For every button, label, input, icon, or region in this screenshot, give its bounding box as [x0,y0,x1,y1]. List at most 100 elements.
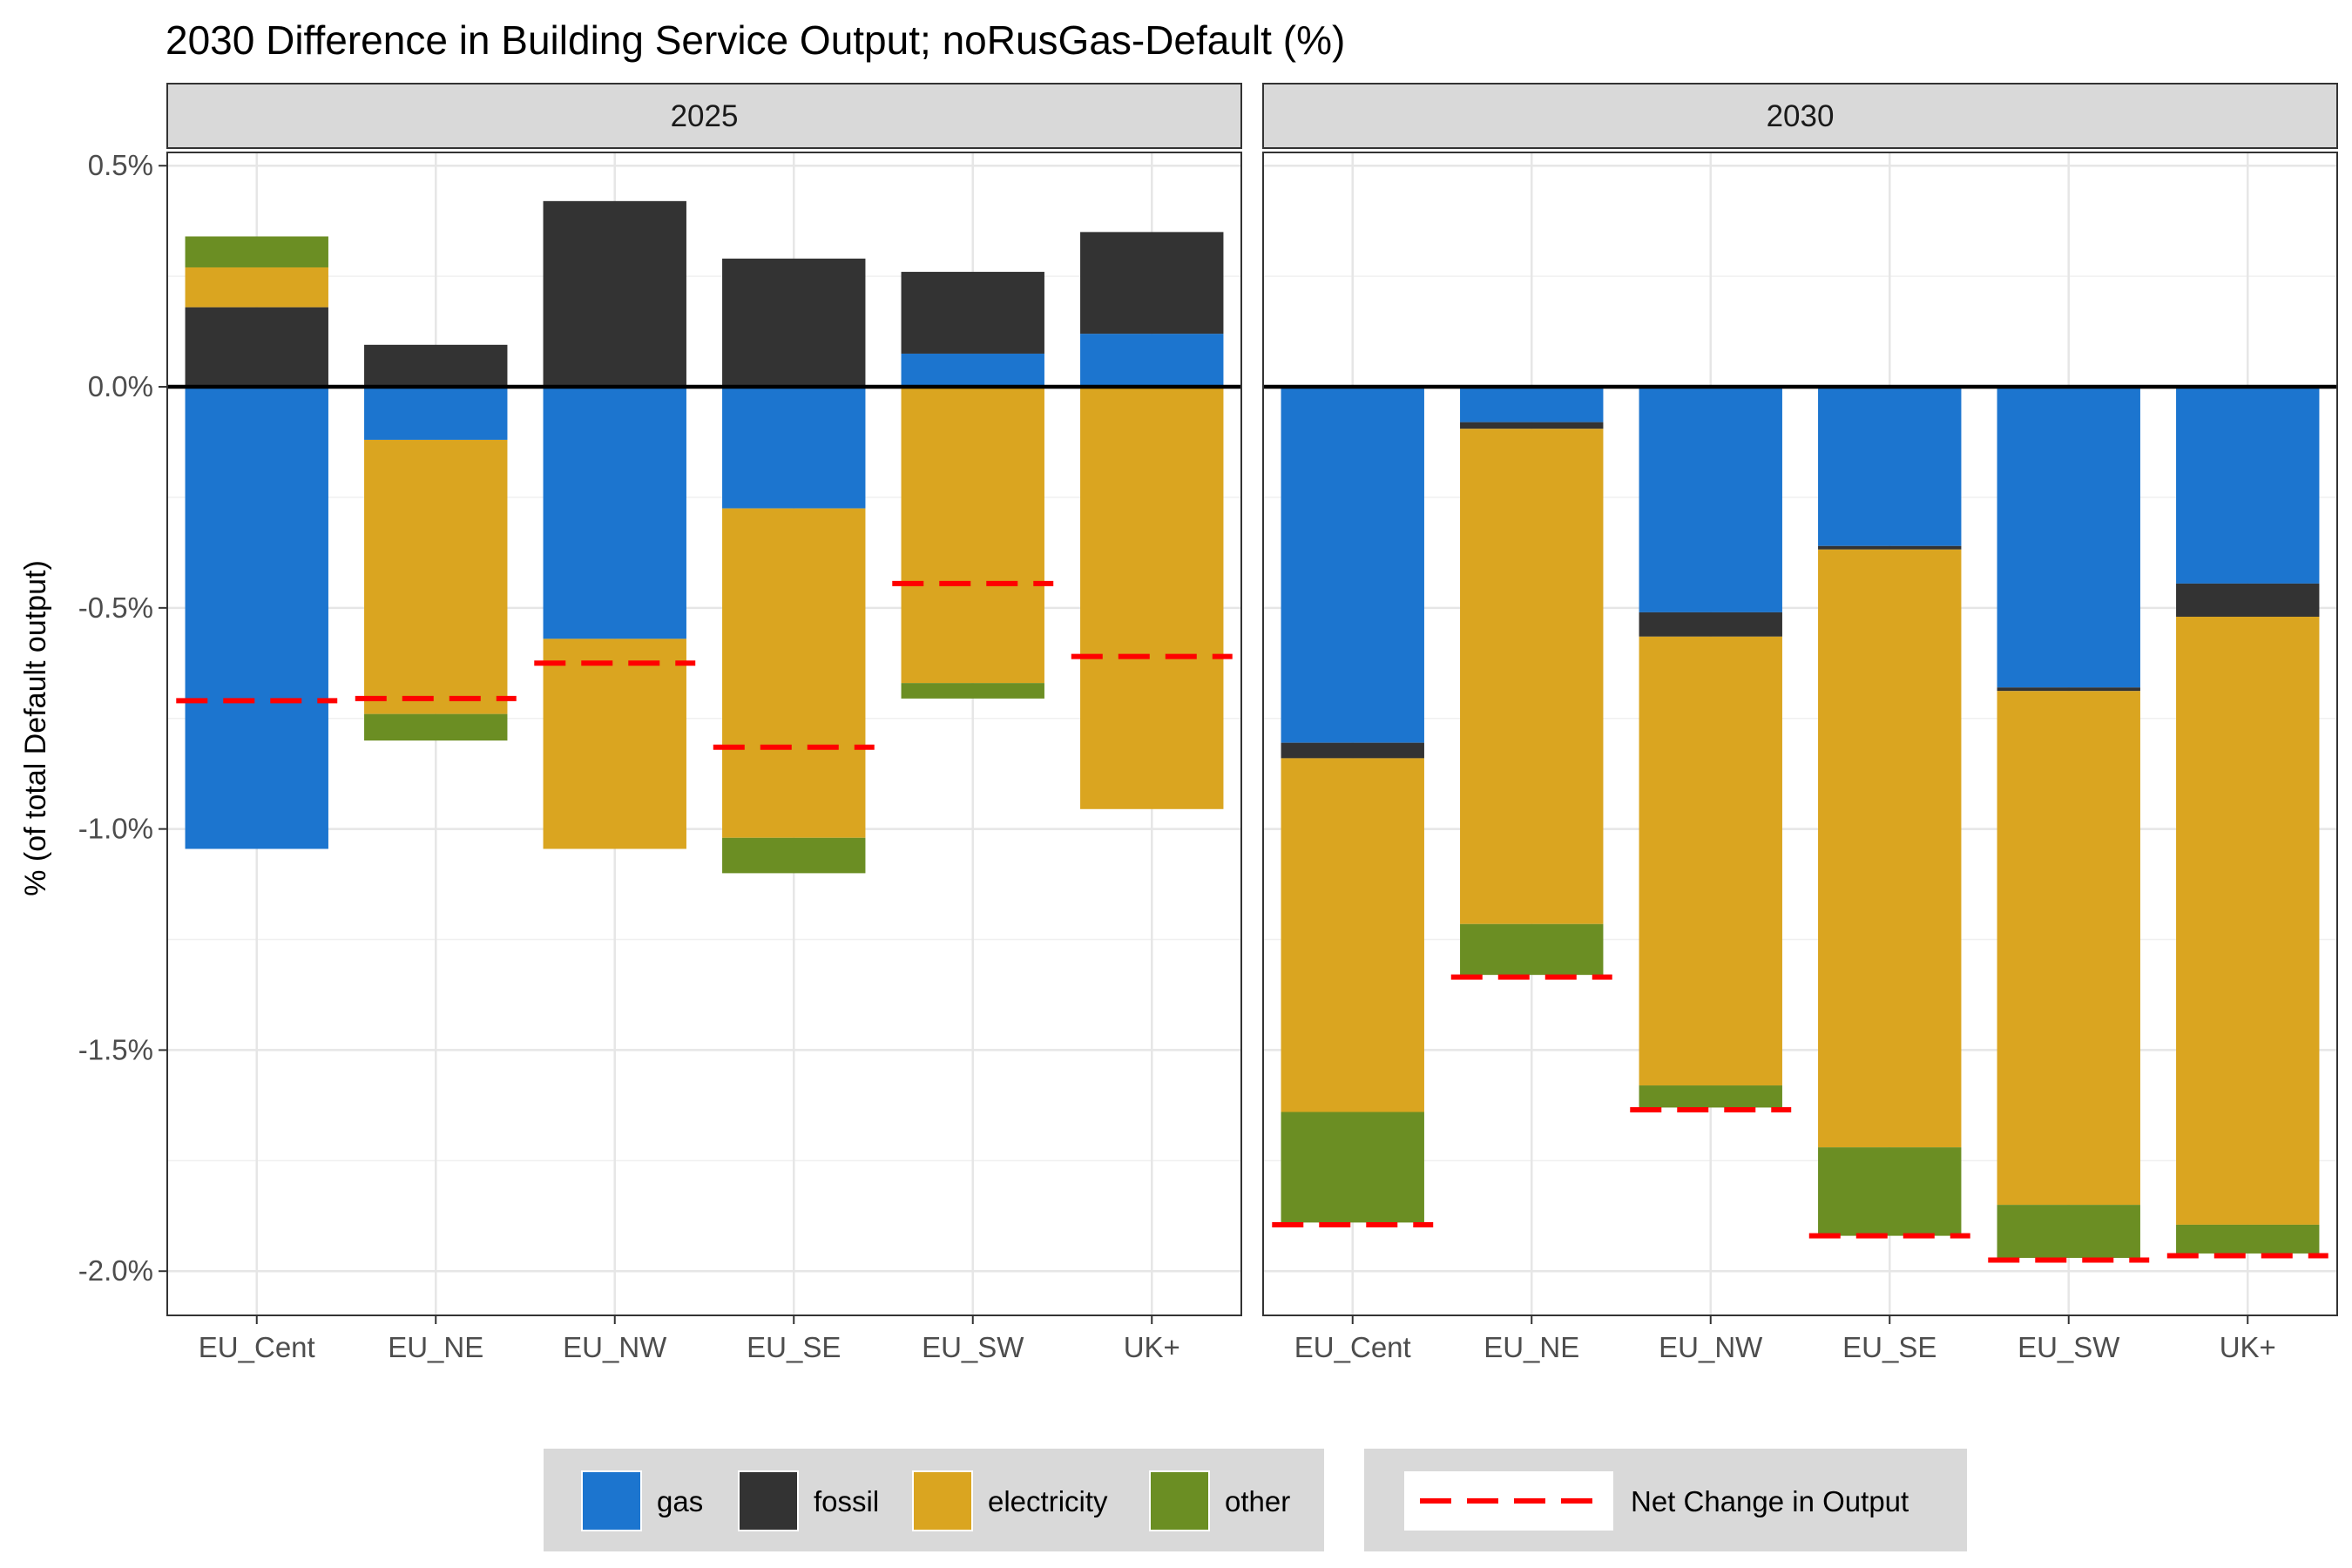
x-tick-label: EU_SW [922,1331,1024,1363]
bar-fossil-eu-cent [185,307,328,388]
bars [1281,387,2320,1259]
legend-label-net: Net Change in Output [1631,1485,1909,1517]
bar-electricity-eu-sw [901,387,1044,684]
x-tick-label: EU_Cent [199,1331,315,1363]
bar-electricity-eu-nw [543,639,686,849]
bar-gas-eu-sw [1997,387,2140,688]
legend-item-other: other [1149,1470,1290,1531]
bar-other-eu-sw [901,683,1044,699]
x-axis: EU_Cent EU_NE EU_NW EU_SE EU_SW UK+ [199,1315,1180,1363]
x-tick-label: EU_SE [747,1331,841,1363]
y-tick-label: -1.0% [78,813,153,845]
bar-fossil-uk [1080,232,1224,335]
bar-other-eu-cent [185,236,328,267]
legend-label-other: other [1225,1485,1290,1517]
x-tick-label: EU_NE [1484,1331,1579,1363]
bar-other-eu-nw [1639,1085,1782,1108]
bar-gas-eu-nw [1639,387,1782,612]
y-axis: 0.5% 0.0% -0.5% -1.0% -1.5% -2.0% [78,149,167,1287]
legend-item-gas: gas [581,1470,703,1531]
bar-gas-eu-se [722,387,866,509]
y-tick-label: -1.5% [78,1033,153,1065]
bar-gas-uk [1080,334,1224,388]
bar-electricity-eu-cent [1281,758,1424,1112]
x-tick-label: EU_SW [2017,1331,2120,1363]
bar-fossil-eu-cent [1281,742,1424,759]
bar-gas-uk [2176,387,2320,584]
bar-fossil-eu-sw [901,272,1044,354]
bar-electricity-eu-se [722,508,866,838]
legend-fill-group: gas fossil electricity other [544,1449,1324,1551]
bar-other-eu-sw [1997,1205,2140,1259]
bar-electricity-eu-se [1818,549,1962,1148]
x-tick-label: EU_NW [1659,1331,1763,1363]
panel-strip [1262,83,2338,149]
legend-swatch-electricity [912,1470,973,1531]
legend-swatch-gas [581,1470,642,1531]
legend-item-electricity: electricity [912,1470,1108,1531]
bar-fossil-eu-nw [543,200,686,388]
bar-electricity-eu-ne [364,439,508,714]
y-tick-label: -0.5% [78,591,153,624]
bar-other-eu-ne [364,713,508,741]
bar-other-uk [2176,1224,2320,1254]
bar-electricity-eu-cent [185,267,328,308]
chart-title: 2030 Difference in Building Service Outp… [166,17,1345,63]
legend-swatch-other [1149,1470,1210,1531]
bar-gas-eu-cent [185,387,328,849]
net-change-lines [1272,974,2328,1263]
bar-other-eu-se [722,837,866,874]
bar-electricity-eu-ne [1460,429,1604,924]
panel-2030: 2030 EU_Cent EU_NE EU_NW EU_SE EU_SW UK+ [1262,83,2338,1363]
bar-fossil-eu-ne [1460,422,1604,429]
bar-fossil-eu-ne [364,344,508,388]
legend-label-electricity: electricity [988,1485,1108,1517]
bar-gas-eu-sw [901,353,1044,388]
bar-fossil-eu-sw [1997,687,2140,692]
panel-strip-label: 2025 [671,99,739,133]
y-tick-label: -2.0% [78,1254,153,1287]
bar-electricity-uk [1080,387,1224,809]
bar-other-eu-cent [1281,1112,1424,1223]
y-tick-label: 0.0% [88,370,153,402]
panel-background [1263,152,2337,1315]
bar-gas-eu-cent [1281,387,1424,743]
legend-line-group: Net Change in Output [1364,1449,1967,1551]
y-axis-label: % (of total Default output) [19,560,52,896]
legend-swatch-fossil [738,1470,799,1531]
bar-gas-eu-nw [543,387,686,639]
bar-gas-eu-ne [364,387,508,440]
bar-electricity-eu-sw [1997,691,2140,1206]
panel-strip-label: 2030 [1767,99,1835,133]
legend-label-gas: gas [657,1485,703,1517]
x-tick-label: EU_NW [563,1331,667,1363]
bar-electricity-eu-nw [1639,636,1782,1086]
legend-item-fossil: fossil [738,1470,879,1531]
panel-strip [166,83,1242,149]
legend-label-fossil: fossil [814,1485,879,1517]
y-tick-label: 0.5% [88,149,153,181]
bar-electricity-uk [2176,616,2320,1225]
x-tick-label: EU_NE [388,1331,483,1363]
x-tick-label: UK+ [2220,1331,2276,1363]
bar-gas-eu-se [1818,387,1962,546]
x-tick-label: EU_SE [1842,1331,1936,1363]
bars [185,200,1224,874]
bar-fossil-eu-se [722,258,866,388]
bar-fossil-eu-se [1818,545,1962,550]
x-tick-label: UK+ [1124,1331,1180,1363]
bar-fossil-uk [2176,583,2320,617]
panel-border [166,152,1242,1316]
bar-other-eu-se [1818,1147,1962,1236]
bar-other-eu-ne [1460,923,1604,976]
panel-background [167,152,1241,1315]
legend: gas fossil electricity other Net Change in O… [544,1449,1967,1551]
net-change-lines [176,580,1233,750]
bar-fossil-eu-nw [1639,612,1782,637]
panel-border [1262,152,2338,1316]
x-axis: EU_Cent EU_NE EU_NW EU_SE EU_SW UK+ [1294,1315,2276,1363]
bar-gas-eu-ne [1460,387,1604,422]
